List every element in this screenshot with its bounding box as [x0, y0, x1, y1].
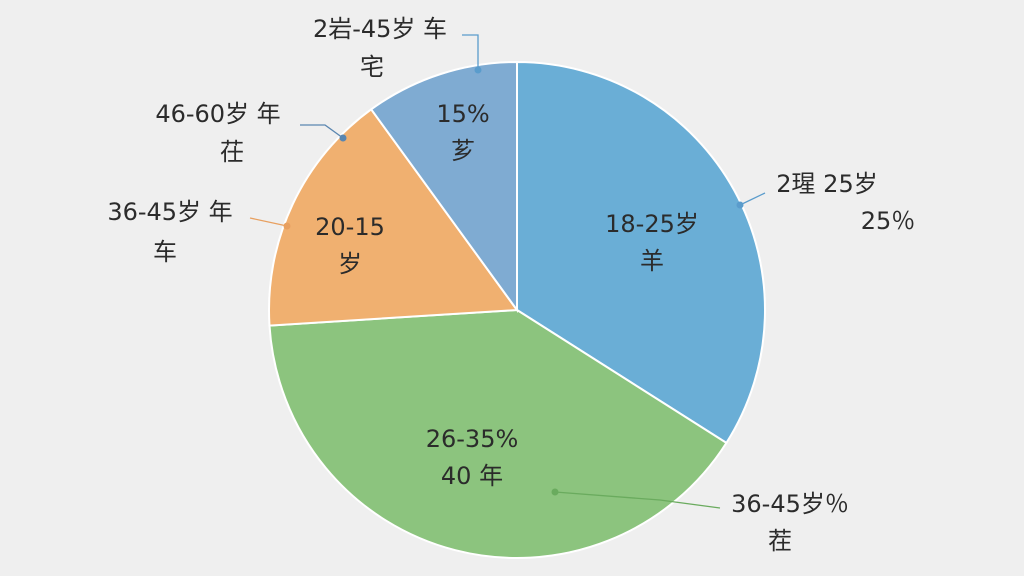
slice-label: 18-25岁	[605, 210, 699, 238]
leader-line	[462, 34, 479, 70]
slice-label: 40 年	[441, 462, 503, 490]
slice-label: 20-15	[315, 213, 385, 241]
leader-line	[739, 192, 766, 206]
callout-label: 36-45岁％	[731, 490, 849, 518]
slice-label: 羊	[640, 247, 664, 275]
callout-label: 车	[153, 238, 177, 266]
callout-label: 茬	[768, 527, 792, 555]
leader-dot	[283, 222, 291, 230]
leader-line	[300, 124, 344, 139]
callout-label: 25％	[861, 207, 916, 235]
pie-slice	[268, 107, 519, 327]
leader-dot	[736, 201, 744, 209]
callout-label: 46-60岁 年	[155, 100, 280, 128]
pie-slice	[369, 60, 518, 314]
callout-label: 36-45岁 年	[107, 198, 232, 226]
leader-dot	[339, 134, 347, 142]
callout-label: 2瑆 25岁	[776, 170, 877, 198]
slice-label: 芗	[451, 137, 475, 165]
leader-dot	[551, 488, 559, 496]
slice-label: 岁	[338, 250, 362, 278]
slice-label: 26-35%	[426, 425, 519, 453]
callout-label: 宅	[360, 53, 384, 81]
leader-line	[554, 491, 721, 509]
leader-dot	[474, 66, 482, 74]
leader-line	[249, 217, 288, 227]
pie-slice	[516, 60, 766, 445]
slice-label: 15%	[436, 100, 489, 128]
callout-label: 茌	[220, 138, 244, 166]
callout-label: 2岩-45岁 车	[313, 15, 447, 43]
